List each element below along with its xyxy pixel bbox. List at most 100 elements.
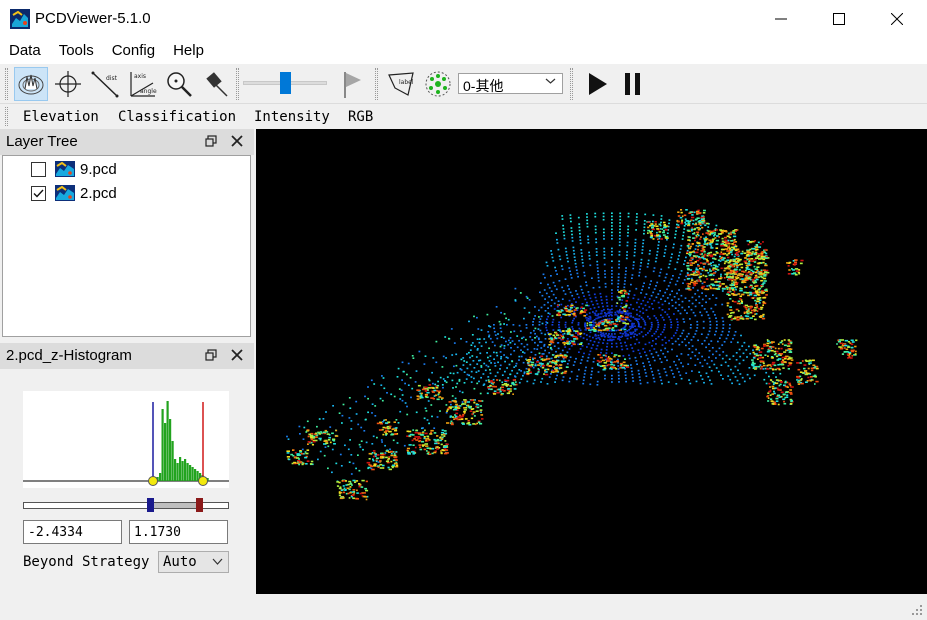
chevron-down-icon [212, 558, 223, 565]
max-value-input[interactable]: 1.1730 [129, 520, 228, 544]
point-size-slider-thumb[interactable] [280, 72, 291, 94]
checkmark-icon [33, 189, 44, 198]
maximize-icon [833, 13, 845, 25]
histogram-bar [174, 459, 177, 481]
layer-item[interactable]: 2.pcd [31, 183, 117, 203]
color-mode-rgb[interactable]: RGB [348, 109, 374, 125]
histogram-bar [191, 467, 194, 481]
menu-tools[interactable]: Tools [58, 42, 94, 59]
layer-tree: 9.pcd 2.pcd [2, 155, 251, 337]
histogram-bar [156, 477, 159, 481]
histogram-bar [179, 457, 182, 481]
app-logo-icon [10, 9, 30, 29]
histogram-bar [164, 423, 167, 481]
point-cloud-render [286, 209, 858, 501]
play-button[interactable] [580, 67, 614, 101]
close-dock-icon[interactable] [231, 349, 243, 361]
histogram-bar [176, 463, 179, 481]
histogram-bar [186, 463, 189, 481]
histogram-bar [194, 469, 197, 481]
axis-label: axis [134, 73, 146, 80]
color-mode-elevation[interactable]: Elevation [23, 109, 99, 125]
distance-label: dist [106, 75, 118, 82]
point-cloud-file-icon [55, 185, 75, 201]
pin-icon [206, 72, 228, 97]
minimize-button[interactable] [752, 0, 810, 38]
histogram-bars [154, 401, 209, 481]
label-polygon-button[interactable]: label [385, 67, 419, 101]
menu-config[interactable]: Config [111, 42, 156, 59]
axis-angle-icon: axis angle [130, 72, 157, 97]
toolbar-grip[interactable] [5, 68, 8, 100]
histogram-max-handle[interactable] [198, 476, 208, 486]
min-value-input[interactable]: -2.4334 [23, 520, 122, 544]
maximize-button[interactable] [810, 0, 868, 38]
chevron-down-icon [545, 78, 556, 84]
angle-label: angle [140, 88, 157, 95]
play-icon [589, 73, 607, 95]
resize-grip-icon[interactable] [911, 604, 923, 616]
z-histogram-chart[interactable] [23, 391, 229, 488]
pin-button[interactable] [199, 67, 233, 101]
point-cloud-file-icon [55, 161, 75, 177]
toolbar-grip[interactable] [570, 68, 573, 100]
pause-button[interactable] [616, 67, 650, 101]
layer-item[interactable]: 9.pcd [31, 159, 117, 179]
close-button[interactable] [868, 0, 926, 38]
measure-distance-icon: dist [91, 71, 119, 98]
crosshair-icon [55, 71, 81, 97]
histogram-bar [171, 441, 174, 481]
measure-distance-button[interactable]: dist [88, 67, 122, 101]
pause-icon [625, 73, 640, 95]
label-polygon-icon: label [388, 72, 414, 96]
histogram-panel: -2.4334 1.1730 Beyond Strategy Auto [0, 369, 254, 594]
color-mode-intensity[interactable]: Intensity [254, 109, 330, 125]
menu-data[interactable]: Data [9, 42, 41, 59]
histogram-bar [161, 409, 164, 481]
window-title: PCDViewer-5.1.0 [35, 10, 151, 27]
float-dock-icon[interactable] [205, 135, 217, 147]
axis-angle-button[interactable]: axis angle [125, 67, 159, 101]
layer-checkbox[interactable] [31, 161, 46, 177]
histogram-bar [169, 419, 172, 481]
rotate-view-button[interactable] [14, 67, 48, 101]
range-max-handle[interactable] [196, 498, 203, 512]
status-bar [0, 594, 927, 620]
close-dock-icon[interactable] [231, 135, 243, 147]
menu-help[interactable]: Help [173, 42, 204, 59]
toolbar-grip[interactable] [236, 68, 239, 100]
histogram-title: 2.pcd_z-Histogram [6, 347, 132, 364]
range-slider-track[interactable] [23, 502, 229, 509]
layer-tree-title: Layer Tree [6, 133, 78, 150]
histogram-bar [189, 465, 192, 481]
toolbar-grip[interactable] [375, 68, 378, 100]
point-cloud-viewport[interactable] [256, 129, 927, 594]
range-min-handle[interactable] [147, 498, 154, 512]
flag-icon [344, 72, 361, 98]
float-dock-icon[interactable] [205, 349, 217, 361]
histogram-bar [181, 461, 184, 481]
minimize-icon [775, 18, 787, 20]
menu-bar: Data Tools Config Help [0, 38, 927, 64]
beyond-strategy-select[interactable]: Auto [158, 551, 229, 573]
pick-point-button[interactable] [51, 67, 85, 101]
layer-checkbox[interactable] [31, 185, 46, 201]
histogram-bar [196, 471, 199, 481]
toolbar-grip[interactable] [5, 107, 8, 126]
class-select[interactable]: 0-其他 [458, 73, 563, 94]
layer-tree-titlebar[interactable]: Layer Tree [0, 129, 254, 155]
color-mode-classification[interactable]: Classification [118, 109, 237, 125]
zoom-button[interactable] [162, 67, 196, 101]
histogram-min-handle[interactable] [148, 476, 158, 486]
histogram-bar [166, 401, 169, 481]
cluster-button[interactable] [421, 67, 455, 101]
beyond-strategy-label: Beyond Strategy [23, 554, 150, 570]
cluster-icon [425, 71, 451, 97]
label-tool-text: label [399, 79, 414, 86]
range-slider-fill [151, 503, 200, 508]
color-mode-bar: Elevation Classification Intensity RGB [0, 105, 927, 128]
flag-button[interactable] [335, 67, 369, 101]
histogram-titlebar[interactable]: 2.pcd_z-Histogram [0, 343, 254, 369]
close-icon [891, 13, 903, 25]
histogram-bar [159, 473, 162, 481]
